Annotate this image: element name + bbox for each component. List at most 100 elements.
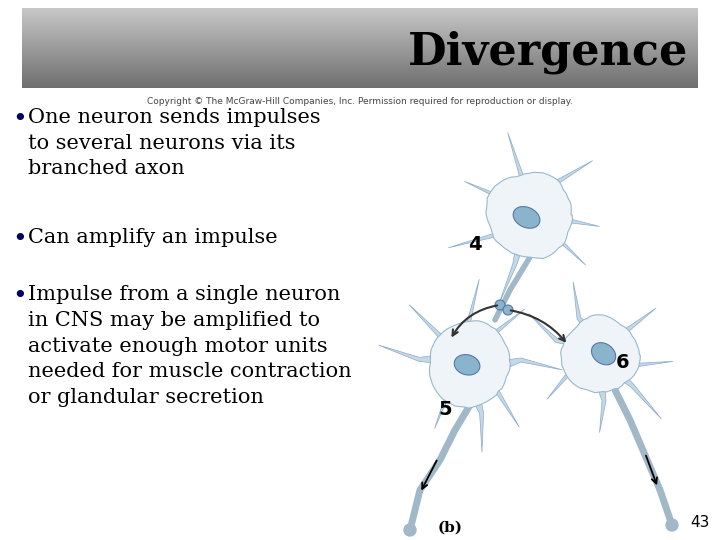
Bar [22,45,698,46]
Bar [22,85,698,86]
Bar [22,40,698,41]
Text: •: • [12,108,27,131]
Bar [22,73,698,74]
Text: Can amplify an impulse: Can amplify an impulse [28,228,278,247]
Bar [22,35,698,37]
Bar [22,74,698,75]
Bar [22,76,698,77]
Bar [22,79,698,80]
Polygon shape [548,160,593,200]
Bar [22,31,698,32]
Text: Copyright © The McGraw-Hill Companies, Inc. Permission required for reproduction: Copyright © The McGraw-Hill Companies, I… [147,97,573,106]
Bar [22,10,698,11]
Bar [22,40,698,42]
Bar [22,15,698,17]
Bar [22,82,698,83]
Bar [22,21,698,22]
Polygon shape [486,172,572,259]
Bar [22,71,698,72]
Circle shape [404,524,416,536]
Polygon shape [617,308,656,342]
Polygon shape [464,181,506,206]
Polygon shape [595,382,606,433]
Circle shape [666,519,678,531]
Bar [22,77,698,78]
Bar [22,38,698,39]
Bar [22,64,698,65]
Bar [22,37,698,38]
Bar [22,43,698,44]
Bar [22,20,698,21]
Bar [22,45,698,46]
Polygon shape [498,358,562,372]
Bar [22,87,698,89]
Bar [22,24,698,25]
Bar [22,16,698,17]
Polygon shape [435,387,461,429]
Bar [22,68,698,69]
Text: 43: 43 [690,515,710,530]
Bar [22,25,698,26]
Bar [22,80,698,82]
Bar [22,23,698,24]
Polygon shape [499,241,524,303]
Bar [22,52,698,53]
Bar [22,62,698,63]
Bar [22,58,698,59]
Bar [22,46,698,47]
Text: 6: 6 [616,353,629,372]
Bar [22,59,698,60]
Bar [22,68,698,69]
Bar [22,56,698,57]
Bar [22,32,698,33]
Polygon shape [508,132,528,188]
Bar [22,39,698,40]
Text: •: • [12,285,27,308]
Polygon shape [558,214,600,226]
Bar [22,23,698,24]
Bar [22,57,698,58]
Text: Impulse from a single neuron
in CNS may be amplified to
activate enough motor un: Impulse from a single neuron in CNS may … [28,285,351,407]
Polygon shape [547,367,583,399]
Polygon shape [379,345,444,364]
Bar [22,65,698,66]
Bar [22,62,698,63]
Polygon shape [548,230,586,265]
Bar [22,63,698,64]
Bar [22,19,698,21]
Bar [22,55,698,56]
Bar [22,63,698,64]
Bar [22,57,698,58]
Bar [22,73,698,75]
Bar [22,53,698,54]
Bar [22,49,698,51]
Bar [22,35,698,36]
Bar [22,42,698,43]
Bar [22,51,698,52]
Bar [22,11,698,12]
Polygon shape [409,305,454,349]
Bar [22,31,698,32]
Polygon shape [561,315,640,393]
Text: One neuron sends impulses
to several neurons via its
branched axon: One neuron sends impulses to several neu… [28,108,320,179]
Bar [22,66,698,67]
Text: •: • [12,228,27,251]
Bar [22,82,698,83]
Bar [22,36,698,37]
Bar [22,11,698,12]
Bar [22,49,698,50]
Bar [22,48,698,49]
Bar [22,66,698,68]
Bar [22,54,698,55]
Polygon shape [626,352,673,368]
Bar [22,17,698,18]
Polygon shape [449,221,505,248]
Bar [22,71,698,72]
Bar [22,69,698,70]
Polygon shape [528,314,580,346]
Bar [22,72,698,73]
Bar [22,37,698,38]
Bar [22,75,698,76]
Bar [22,8,698,9]
Bar [22,15,698,16]
